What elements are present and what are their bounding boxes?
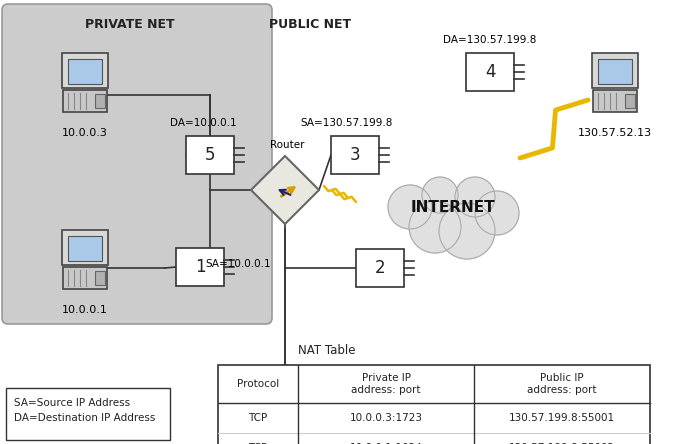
Polygon shape [251, 156, 319, 224]
FancyBboxPatch shape [625, 94, 635, 108]
Text: NAT Table: NAT Table [298, 344, 355, 357]
Text: 4: 4 [485, 63, 496, 81]
Text: SA=130.57.199.8: SA=130.57.199.8 [300, 118, 393, 128]
FancyBboxPatch shape [2, 4, 272, 324]
Text: 130.57.52.13: 130.57.52.13 [578, 128, 652, 138]
FancyBboxPatch shape [592, 53, 638, 88]
FancyBboxPatch shape [466, 53, 514, 91]
FancyBboxPatch shape [186, 136, 234, 174]
FancyBboxPatch shape [331, 136, 379, 174]
Text: 5: 5 [204, 146, 215, 164]
FancyBboxPatch shape [63, 267, 107, 289]
Circle shape [475, 191, 519, 235]
FancyBboxPatch shape [62, 230, 108, 265]
Text: PRIVATE NET: PRIVATE NET [85, 18, 175, 31]
Text: TCP: TCP [248, 443, 267, 444]
Text: 1: 1 [195, 258, 205, 276]
Text: Private IP
address: port: Private IP address: port [351, 373, 420, 395]
FancyBboxPatch shape [95, 94, 105, 108]
Text: 130.57.199.8:55002: 130.57.199.8:55002 [509, 443, 615, 444]
Text: Router: Router [269, 140, 304, 150]
FancyBboxPatch shape [63, 90, 107, 112]
Text: DA=130.57.199.8: DA=130.57.199.8 [443, 35, 537, 45]
FancyBboxPatch shape [95, 271, 105, 285]
Text: Protocol: Protocol [237, 379, 279, 389]
Text: SA=10.0.0.1: SA=10.0.0.1 [205, 259, 271, 269]
FancyBboxPatch shape [68, 236, 102, 261]
Circle shape [455, 177, 495, 217]
Text: TCP: TCP [248, 413, 267, 423]
Text: DA=10.0.0.1: DA=10.0.0.1 [170, 118, 237, 128]
FancyBboxPatch shape [598, 59, 632, 84]
Text: Public IP
address: port: Public IP address: port [527, 373, 596, 395]
Text: INTERNET: INTERNET [411, 199, 496, 214]
Text: 10.0.0.1: 10.0.0.1 [62, 305, 108, 315]
Text: 2: 2 [374, 259, 385, 277]
Text: 10.0.0.3: 10.0.0.3 [62, 128, 108, 138]
Text: 3: 3 [350, 146, 360, 164]
Circle shape [422, 177, 458, 213]
FancyBboxPatch shape [593, 90, 637, 112]
Text: 10.0.0.1:1024: 10.0.0.1:1024 [349, 443, 422, 444]
Text: 10.0.0.3:1723: 10.0.0.3:1723 [349, 413, 422, 423]
FancyBboxPatch shape [176, 248, 224, 286]
Circle shape [409, 201, 461, 253]
Text: SA=Source IP Address
DA=Destination IP Address: SA=Source IP Address DA=Destination IP A… [14, 398, 156, 423]
FancyBboxPatch shape [356, 249, 404, 287]
FancyBboxPatch shape [62, 53, 108, 88]
FancyBboxPatch shape [6, 388, 170, 440]
FancyBboxPatch shape [68, 59, 102, 84]
FancyBboxPatch shape [218, 365, 650, 444]
Circle shape [439, 203, 495, 259]
Circle shape [388, 185, 432, 229]
Text: PUBLIC NET: PUBLIC NET [269, 18, 351, 31]
Text: 130.57.199.8:55001: 130.57.199.8:55001 [509, 413, 615, 423]
